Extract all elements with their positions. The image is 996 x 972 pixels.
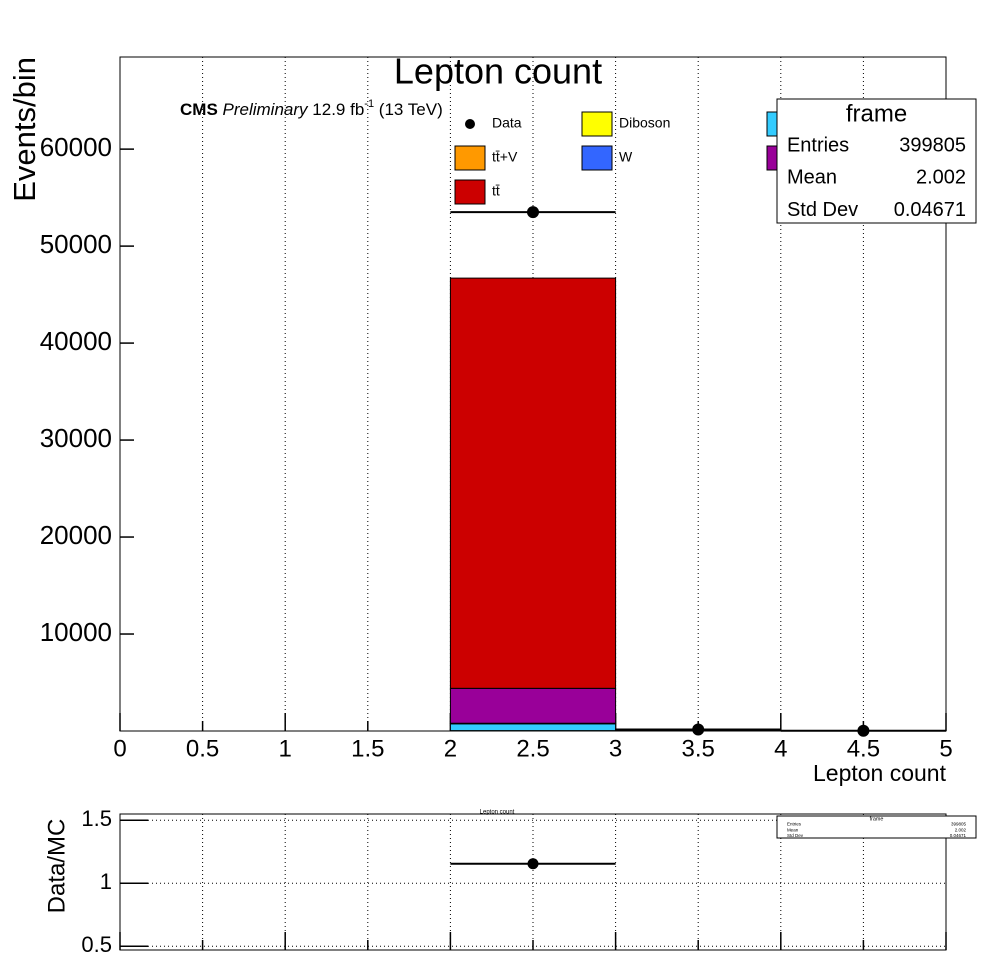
y-tick-label: 0.5	[81, 932, 112, 957]
legend-swatch	[454, 179, 486, 205]
stack-bar	[449, 723, 617, 732]
legend-label: tt̄	[492, 183, 500, 199]
stats-value: 2.002	[916, 167, 966, 189]
x-tick-label: 5	[939, 735, 952, 762]
y-tick-label: 40000	[40, 326, 112, 356]
x-tick-label: 1	[279, 735, 292, 762]
legend-swatch	[581, 111, 613, 137]
cms-label: CMS Preliminary 12.9 fb-1 (13 TeV)	[180, 93, 443, 119]
x-tick-label: 4	[774, 735, 787, 762]
cms-status: Preliminary	[223, 100, 310, 119]
y-axis-title: Events/bin	[7, 57, 42, 202]
stats-value: 0.04671	[950, 833, 967, 838]
y-tick-label: 10000	[40, 617, 112, 647]
y-tick-label: 30000	[40, 423, 112, 453]
y-tick-label: 1.5	[81, 806, 112, 831]
y-tick-label: 1	[100, 869, 112, 894]
stats-box	[776, 98, 977, 224]
stack-bar	[449, 687, 617, 724]
legend-label: W	[619, 149, 633, 165]
data-point	[527, 858, 539, 870]
stats-value: 0.04671	[894, 199, 966, 221]
legend-label: Diboson	[619, 115, 670, 131]
data-point	[692, 723, 705, 736]
stats-label: Entries	[787, 822, 802, 827]
cms-lumi-exp: -1	[364, 98, 374, 110]
stats-value: 2.002	[955, 827, 967, 832]
stats-box	[776, 815, 977, 839]
cms-lumi: 12.9 fb	[312, 100, 364, 119]
stats-value: 399805	[951, 822, 967, 827]
stats-label: Mean	[787, 827, 799, 832]
y-tick-label: 20000	[40, 520, 112, 550]
legend-marker	[465, 119, 475, 129]
stats-title: frame	[846, 100, 907, 127]
legend-swatch	[581, 145, 613, 171]
stats-label: Std Dev	[787, 833, 804, 838]
stats-value: 399805	[899, 134, 966, 156]
stats-label: Entries	[787, 134, 849, 156]
data-point	[527, 206, 539, 219]
legend-label: Data	[492, 115, 522, 131]
x-tick-label: 3	[609, 735, 622, 762]
y-tick-label: 50000	[40, 229, 112, 259]
x-tick-label: 2	[444, 735, 457, 762]
cms-energy: (13 TeV)	[379, 100, 443, 119]
stats-title: frame	[870, 816, 884, 822]
plot-frame	[119, 813, 947, 951]
legend-swatch	[454, 145, 486, 171]
data-point	[857, 724, 870, 737]
x-tick-label: 0	[113, 735, 126, 762]
stats-label: Mean	[787, 167, 837, 189]
legend-label: tt̄+V	[492, 149, 518, 165]
cms-experiment: CMS	[180, 100, 218, 119]
x-tick-label: 3.5	[682, 735, 715, 762]
y-axis-title: Data/MC	[43, 819, 70, 914]
x-axis-title: Lepton count	[813, 760, 947, 786]
chart-title: Lepton count	[394, 51, 602, 92]
chart-title: Lepton count	[480, 810, 515, 816]
x-tick-label: 2.5	[516, 735, 549, 762]
stack-bar	[449, 277, 617, 689]
x-tick-label: 4.5	[847, 735, 880, 762]
stats-label: Std Dev	[787, 199, 858, 221]
x-tick-label: 1.5	[351, 735, 384, 762]
x-tick-label: 0.5	[186, 735, 219, 762]
y-tick-label: 60000	[40, 132, 112, 162]
